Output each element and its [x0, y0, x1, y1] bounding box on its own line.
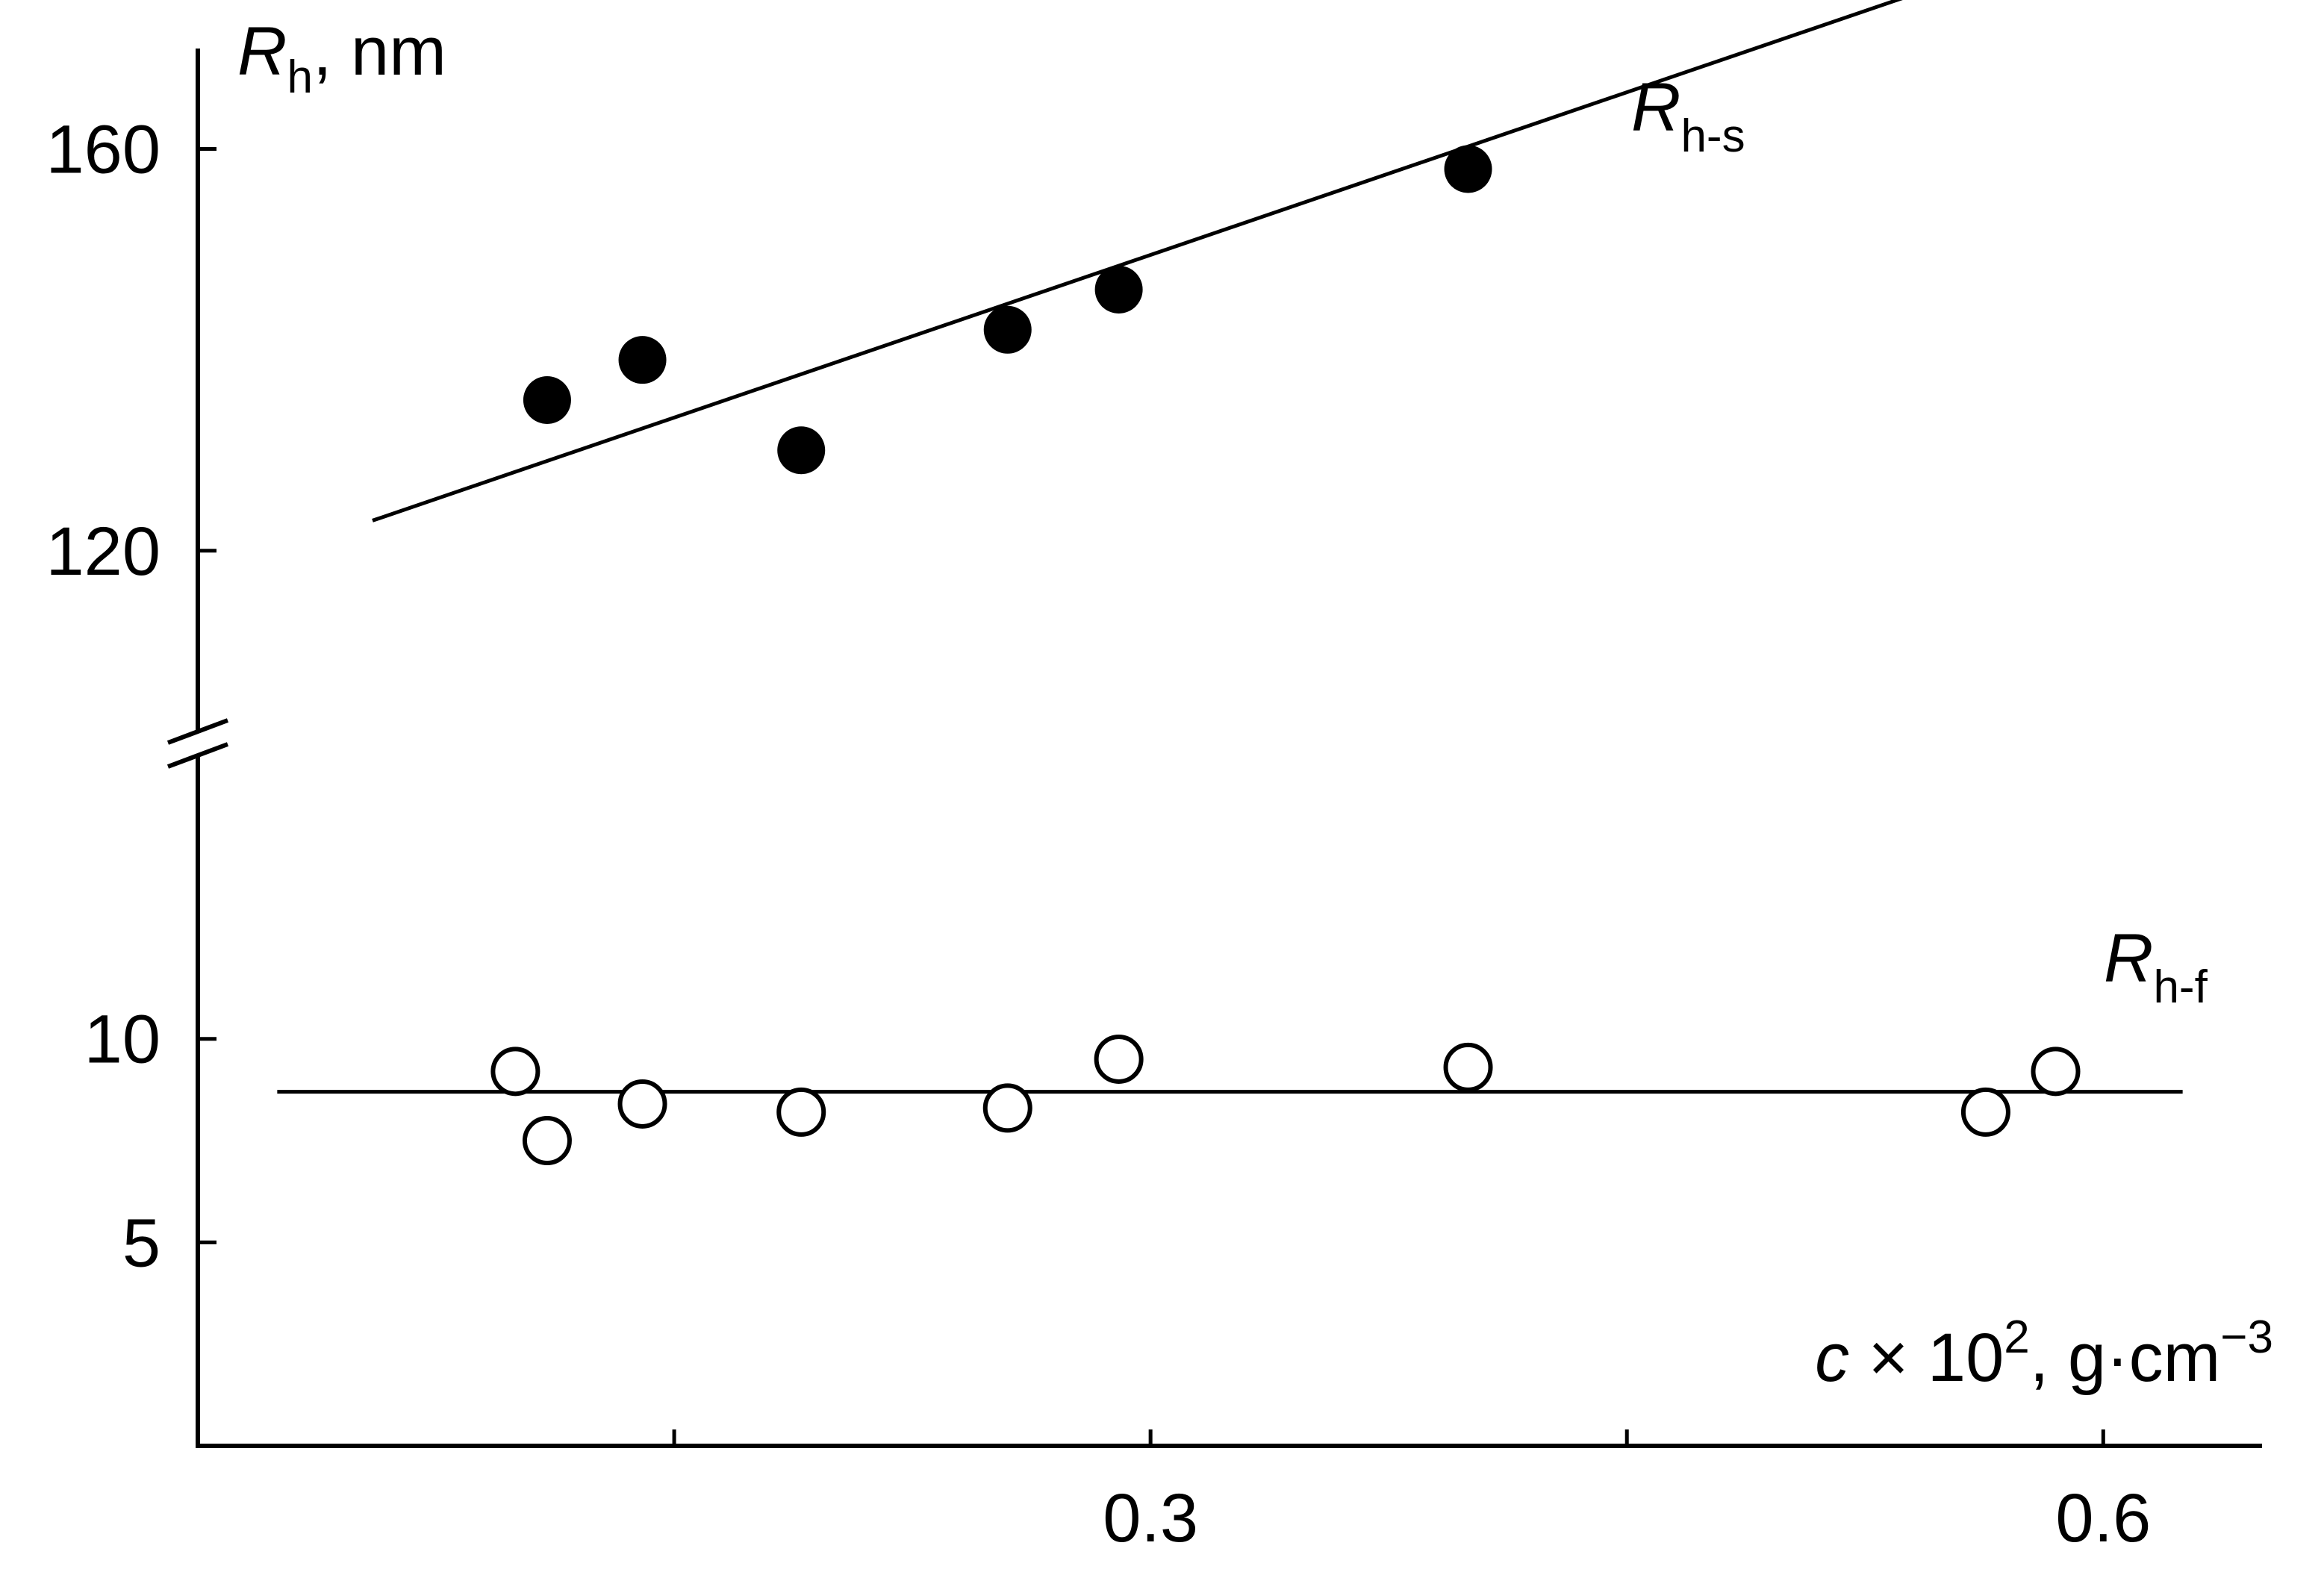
data-point-rh-s: [618, 336, 667, 384]
series-label-rh-f: Rh-f: [2104, 920, 2208, 1013]
x-axis-title: c × 102, g·cm−3: [1815, 1312, 2273, 1396]
data-point-rh-s: [523, 375, 571, 424]
data-point-rh-f: [1443, 1042, 1493, 1092]
data-point-rh-f: [776, 1087, 826, 1137]
data-point-rh-f: [617, 1079, 667, 1129]
y-axis-title: Rh, nm: [237, 13, 446, 103]
x-tick-label: 0.3: [1103, 1480, 1198, 1556]
y-tick-label-upper: 120: [46, 514, 161, 590]
data-point-rh-s: [1094, 265, 1143, 314]
x-tick-label: 0.6: [2055, 1480, 2151, 1556]
data-point-rh-f: [1094, 1034, 1144, 1084]
fit-line-rh-s: [372, 0, 1903, 523]
series-label-rh-s: Rh-s: [1631, 69, 1745, 162]
fit-lines: [277, 0, 2183, 1094]
data-point-rh-f: [2031, 1047, 2081, 1097]
data-point-rh-s: [983, 305, 1032, 354]
data-point-rh-f: [522, 1116, 572, 1166]
ticks: 0.3 0.6 120 160 5 10: [46, 112, 2152, 1556]
data-point-rh-f: [1960, 1087, 2010, 1137]
data-point-rh-s: [777, 426, 826, 475]
axis-break-mark-2: [166, 742, 229, 769]
y-tick-label-lower: 5: [122, 1205, 161, 1281]
axis-break-mark-1: [166, 718, 229, 745]
data-point-rh-f: [982, 1083, 1032, 1133]
data-points: [490, 145, 2081, 1166]
y-tick-label-lower: 10: [84, 1002, 161, 1078]
data-point-rh-f: [490, 1047, 540, 1097]
y-tick-label-upper: 160: [46, 112, 161, 188]
data-point-rh-s: [1444, 145, 1492, 193]
